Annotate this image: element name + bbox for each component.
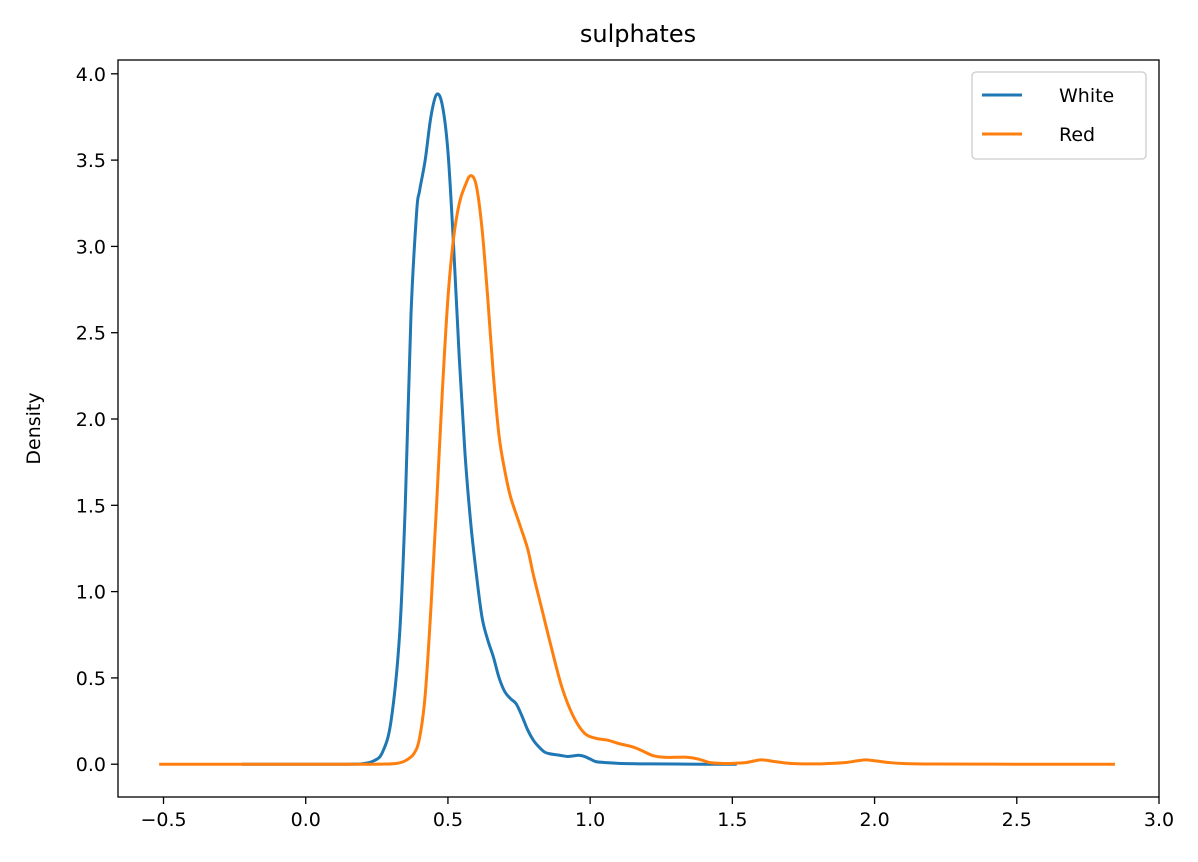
y-tick-label: 1.5 <box>76 495 106 517</box>
y-axis: 0.0 0.5 1.0 1.5 2.0 2.5 3.0 3.5 4.0 <box>76 64 118 776</box>
y-tick-label: 2.0 <box>76 409 106 431</box>
x-tick-label: 0.0 <box>291 809 321 831</box>
x-tick-label: 2.5 <box>1002 809 1032 831</box>
plot-area <box>159 92 1115 766</box>
y-tick-label: 1.0 <box>76 582 106 604</box>
y-tick-label: 0.5 <box>76 668 106 690</box>
legend-label-red: Red <box>1059 124 1095 146</box>
x-tick-label: 0.5 <box>433 809 463 831</box>
legend: White Red <box>971 71 1147 160</box>
y-tick-label: 3.0 <box>76 236 106 258</box>
y-tick-label: 0.0 <box>76 754 106 776</box>
y-tick-label: 4.0 <box>76 64 106 86</box>
series-line-white <box>241 92 737 766</box>
chart-title: sulphates <box>580 20 696 48</box>
x-tick-label: 2.0 <box>859 809 889 831</box>
series-line-red <box>159 174 1115 766</box>
legend-label-white: White <box>1059 85 1114 107</box>
x-axis: −0.5 0.0 0.5 1.0 1.5 2.0 2.5 3.0 <box>140 797 1174 831</box>
x-tick-label: 1.5 <box>717 809 747 831</box>
x-tick-label: 3.0 <box>1144 809 1174 831</box>
plot-frame <box>117 59 1160 798</box>
y-tick-label: 3.5 <box>76 150 106 172</box>
x-tick-label: −0.5 <box>140 809 186 831</box>
x-tick-label: 1.0 <box>575 809 605 831</box>
y-tick-label: 2.5 <box>76 323 106 345</box>
y-axis-label: Density <box>23 392 45 464</box>
